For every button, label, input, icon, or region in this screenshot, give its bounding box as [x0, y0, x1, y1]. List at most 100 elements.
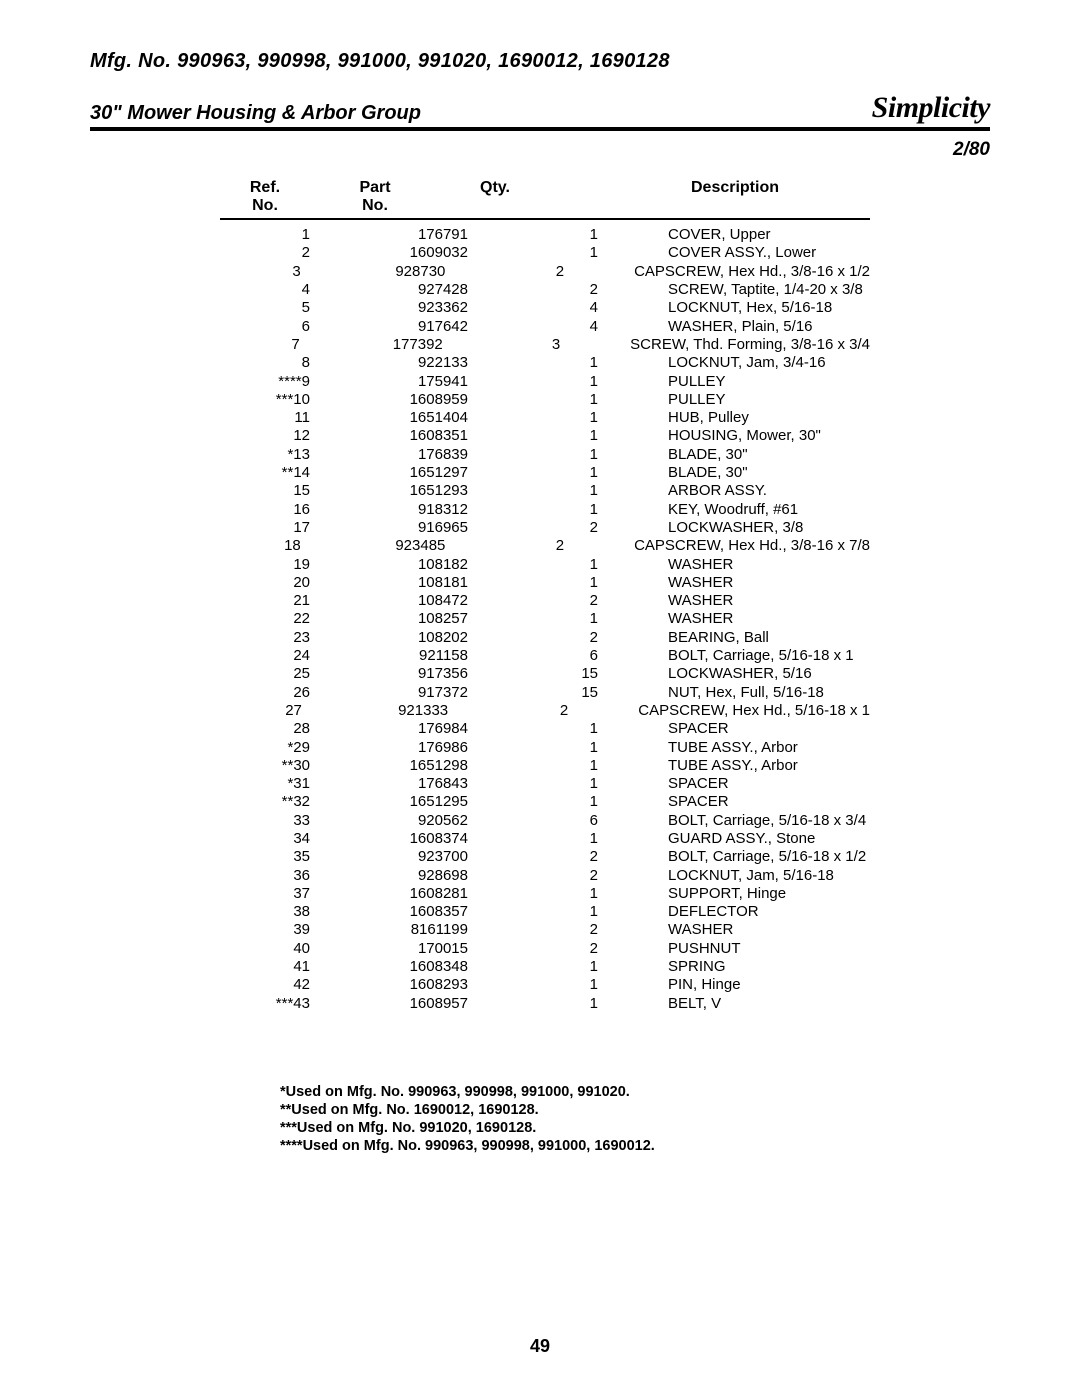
cell-part: 1651295	[338, 793, 488, 811]
cell-desc: WASHER	[618, 592, 870, 610]
cell-qty: 2	[488, 848, 618, 866]
cell-ref: 11	[220, 409, 338, 427]
cell-part: 108202	[338, 629, 488, 647]
th-ref-l1: Ref.	[220, 179, 310, 197]
table-row: 339205626BOLT, Carriage, 5/16-18 x 3/4	[220, 812, 870, 830]
revision-date: 2/80	[90, 139, 990, 161]
cell-desc: CAPSCREW, Hex Hd., 3/8-16 x 7/8	[584, 537, 870, 555]
table-row: 1516512931ARBOR ASSY.	[220, 482, 870, 500]
cell-part: 1608293	[338, 976, 488, 994]
cell-desc: PIN, Hinge	[618, 976, 870, 994]
cell-part: 928698	[338, 867, 488, 885]
cell-ref: ****9	[220, 373, 338, 391]
table-row: 4116083481SPRING	[220, 958, 870, 976]
cell-desc: BOLT, Carriage, 5/16-18 x 1	[618, 647, 870, 665]
th-desc: Description	[550, 179, 870, 214]
cell-part: 176986	[338, 739, 488, 757]
cell-desc: CAPSCREW, Hex Hd., 3/8-16 x 1/2	[584, 263, 870, 281]
table-row: 3416083741GUARD ASSY., Stone	[220, 830, 870, 848]
page-number: 49	[0, 1336, 1080, 1357]
cell-qty: 1	[488, 720, 618, 738]
th-ref: Ref. No.	[220, 179, 310, 214]
cell-part: 1608351	[338, 427, 488, 445]
cell-part: 917372	[338, 684, 488, 702]
cell-desc: LOCKNUT, Jam, 5/16-18	[618, 867, 870, 885]
cell-desc: WASHER	[618, 556, 870, 574]
table-row: 3816083571DEFLECTOR	[220, 903, 870, 921]
cell-desc: WASHER	[618, 921, 870, 939]
cell-ref: *29	[220, 739, 338, 757]
table-row: 11767911COVER, Upper	[220, 226, 870, 244]
cell-qty: 1	[488, 391, 618, 409]
th-qty-l1: Qty.	[440, 179, 550, 197]
cell-ref: 7	[220, 336, 328, 354]
cell-ref: 8	[220, 354, 338, 372]
cell-desc: WASHER	[618, 574, 870, 592]
cell-part: 927428	[338, 281, 488, 299]
cell-ref: 3	[220, 263, 329, 281]
cell-ref: 24	[220, 647, 338, 665]
cell-qty: 1	[488, 830, 618, 848]
cell-qty: 2	[488, 921, 618, 939]
cell-part: 916965	[338, 519, 488, 537]
cell-ref: 2	[220, 244, 338, 262]
cell-desc: DEFLECTOR	[618, 903, 870, 921]
cell-qty: 3	[463, 336, 580, 354]
cell-part: 108182	[338, 556, 488, 574]
cell-qty: 2	[465, 263, 584, 281]
cell-ref: 21	[220, 592, 338, 610]
cell-part: 920562	[338, 812, 488, 830]
cell-part: 1608957	[338, 995, 488, 1013]
cell-qty: 1	[488, 757, 618, 775]
th-part-l1: Part	[310, 179, 440, 197]
table-row: 2591735615LOCKWASHER, 5/16	[220, 665, 870, 683]
cell-qty: 1	[488, 739, 618, 757]
table-row: 4216082931PIN, Hinge	[220, 976, 870, 994]
cell-ref: **14	[220, 464, 338, 482]
cell-qty: 2	[465, 537, 584, 555]
cell-ref: **30	[220, 757, 338, 775]
cell-qty: 1	[488, 995, 618, 1013]
footnote-line: *Used on Mfg. No. 990963, 990998, 991000…	[280, 1083, 990, 1101]
table-row: 189234852CAPSCREW, Hex Hd., 3/8-16 x 7/8	[220, 537, 870, 555]
cell-desc: LOCKWASHER, 3/8	[618, 519, 870, 537]
cell-ref: 40	[220, 940, 338, 958]
cell-qty: 1	[488, 903, 618, 921]
table-row: 191081821WASHER	[220, 556, 870, 574]
mfg-line: Mfg. No. 990963, 990998, 991000, 991020,…	[90, 50, 990, 73]
cell-ref: 37	[220, 885, 338, 903]
cell-desc: GUARD ASSY., Stone	[618, 830, 870, 848]
cell-qty: 1	[488, 976, 618, 994]
cell-part: 1608357	[338, 903, 488, 921]
th-part: Part No.	[310, 179, 440, 214]
cell-qty: 2	[488, 592, 618, 610]
cell-part: 917642	[338, 318, 488, 336]
cell-ref: 39	[220, 921, 338, 939]
cell-desc: BLADE, 30"	[618, 446, 870, 464]
cell-part: 176839	[338, 446, 488, 464]
table-row: 3716082811SUPPORT, Hinge	[220, 885, 870, 903]
cell-desc: PULLEY	[618, 373, 870, 391]
cell-qty: 1	[488, 482, 618, 500]
cell-desc: NUT, Hex, Full, 5/16-18	[618, 684, 870, 702]
cell-desc: PULLEY	[618, 391, 870, 409]
cell-desc: WASHER	[618, 610, 870, 628]
cell-part: 1651293	[338, 482, 488, 500]
cell-desc: SPACER	[618, 775, 870, 793]
cell-part: 918312	[338, 501, 488, 519]
footnote-line: ****Used on Mfg. No. 990963, 990998, 991…	[280, 1137, 990, 1155]
cell-part: 1651297	[338, 464, 488, 482]
cell-ref: 38	[220, 903, 338, 921]
table-header: Ref. No. Part No. Qty. Description	[220, 179, 870, 220]
page: Mfg. No. 990963, 990998, 991000, 991020,…	[0, 0, 1080, 1397]
cell-qty: 1	[488, 427, 618, 445]
cell-qty: 1	[488, 574, 618, 592]
cell-qty: 4	[488, 318, 618, 336]
cell-ref: 27	[220, 702, 330, 720]
table-row: 211084722WASHER	[220, 592, 870, 610]
table-row: 279213332CAPSCREW, Hex Hd., 5/16-18 x 1	[220, 702, 870, 720]
footnote-line: **Used on Mfg. No. 1690012, 1690128.	[280, 1101, 990, 1119]
cell-desc: SPACER	[618, 720, 870, 738]
table-row: 39287302CAPSCREW, Hex Hd., 3/8-16 x 1/2	[220, 263, 870, 281]
cell-part: 1608959	[338, 391, 488, 409]
